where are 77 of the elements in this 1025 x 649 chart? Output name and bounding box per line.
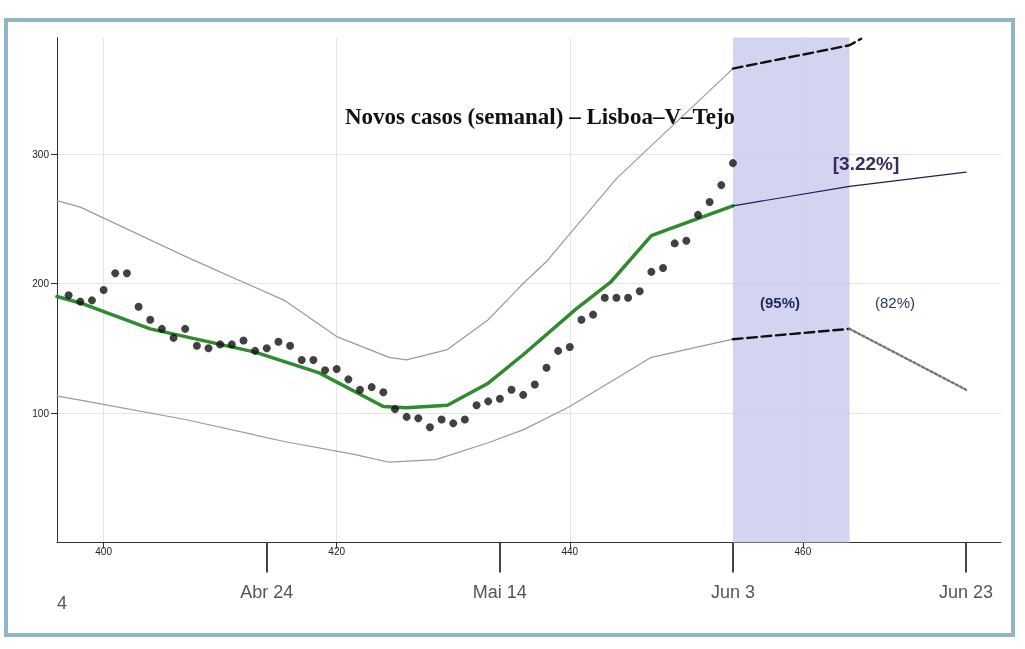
point (64, 291, 73, 300)
point (694, 210, 702, 219)
point (356, 385, 365, 394)
point (134, 302, 143, 311)
y-tick-label: 300 (32, 148, 50, 160)
point (682, 236, 691, 245)
x2-tick-label: Jun 3 (710, 581, 755, 602)
point (286, 341, 295, 350)
point (192, 341, 201, 350)
point (519, 390, 528, 399)
point (379, 388, 388, 397)
point (728, 159, 737, 168)
point (146, 315, 155, 324)
point (76, 297, 85, 306)
point (624, 293, 633, 302)
text: Novos casos (semanal) – Lisboa–V–Tejo (344, 104, 736, 129)
x-tick-label: 420 (328, 546, 346, 557)
point (204, 344, 213, 353)
point (239, 336, 248, 345)
point (717, 181, 726, 190)
point (169, 333, 178, 342)
point (437, 415, 446, 424)
point (577, 315, 586, 324)
x-tick-label: 400 (95, 546, 113, 557)
point (600, 293, 609, 302)
point (297, 355, 306, 364)
text: 4 (56, 593, 68, 613)
x2-tick-label: Mai 14 (472, 581, 527, 602)
point (122, 269, 131, 278)
point (484, 397, 493, 406)
point (99, 286, 108, 294)
point (554, 346, 563, 355)
point (647, 267, 656, 276)
point (321, 366, 330, 375)
point (589, 310, 598, 319)
point (495, 394, 504, 403)
point (309, 355, 318, 364)
point (425, 423, 434, 432)
point (262, 344, 271, 353)
point (542, 363, 551, 372)
x2-tick-label: Abr 24 (240, 581, 294, 602)
point (565, 342, 574, 351)
point (87, 296, 96, 305)
point (659, 263, 668, 272)
line-series (56, 67, 734, 361)
x-tick-label: 460 (794, 546, 812, 557)
x2-tick-label: Jun 23 (939, 581, 994, 602)
point (216, 340, 225, 349)
point (414, 414, 423, 423)
point (181, 324, 190, 333)
point (157, 324, 166, 333)
point (705, 197, 714, 206)
y-tick-label: 200 (32, 278, 50, 290)
point (251, 346, 260, 355)
line-series (55, 204, 735, 410)
y-tick-label: 100 (32, 407, 50, 419)
point (507, 385, 516, 394)
point (449, 419, 458, 428)
point (111, 269, 120, 278)
point (367, 383, 376, 392)
point (635, 287, 644, 296)
annotation: (82%) (874, 293, 916, 311)
annotation: [3.22%] (832, 152, 900, 174)
point (472, 401, 481, 410)
point (390, 405, 399, 414)
point (460, 415, 469, 424)
point (612, 293, 621, 302)
line-series (56, 338, 734, 463)
annotation: (95%) (759, 293, 801, 311)
x-tick-label: 440 (561, 546, 579, 557)
point (227, 340, 236, 349)
point (402, 412, 411, 421)
point (530, 380, 539, 389)
point (274, 337, 283, 346)
point (344, 375, 353, 384)
point (332, 364, 341, 373)
point (670, 239, 679, 248)
